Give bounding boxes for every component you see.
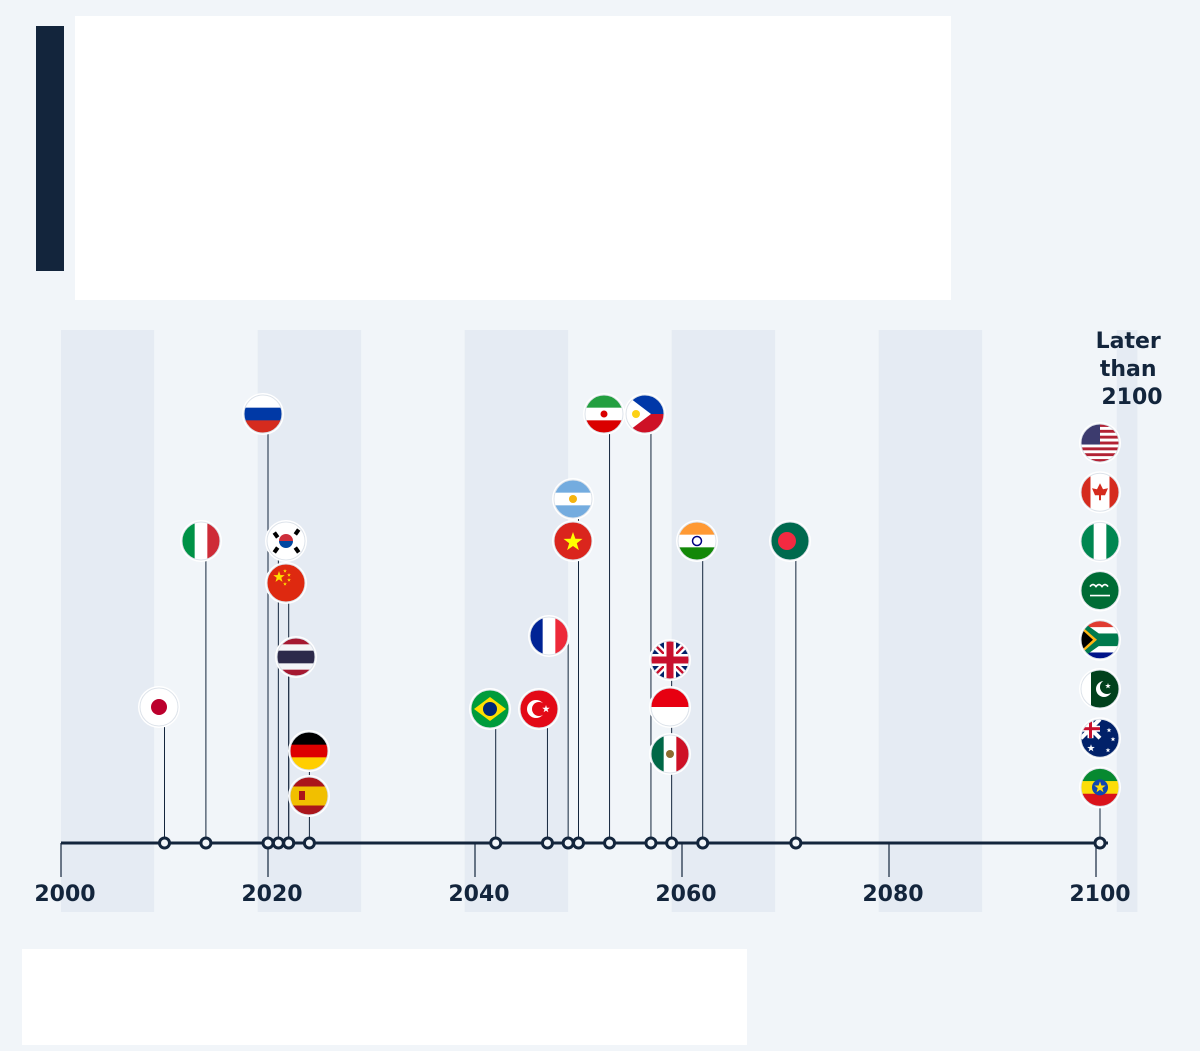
decade-band [1116,330,1138,912]
philippines-flag [624,393,666,435]
united-kingdom-flag [649,639,691,681]
south-korea-flag [265,520,307,562]
china-flag [265,562,307,604]
india-flag [676,520,718,562]
canada-flag [1079,471,1121,514]
timeline-marker [561,836,575,850]
timeline-axis: 2000 2020 2040 2060 2080 2100 [34,836,1131,907]
timeline-marker [789,836,803,850]
argentina-flag [552,478,594,520]
tick-label: 2080 [862,882,923,907]
tick-label: 2060 [655,882,716,907]
bangladesh-flag [769,520,811,562]
saudi-arabia-flag [1079,569,1121,612]
indonesia-flag [649,686,691,728]
japan-flag [138,686,180,728]
timeline-marker [696,836,710,850]
timeline-marker [158,836,171,850]
iran-flag [583,393,625,435]
decade-band [671,330,776,912]
turkey-flag [518,688,560,730]
mexico-flag [649,733,691,775]
timeline-marker [665,836,679,850]
tick-label: 2100 [1069,882,1130,907]
footer-panel [22,949,747,1045]
decade-band [61,330,155,912]
nigeria-flag [1079,520,1121,563]
later-than-2100-label: Later than 2100 [1096,329,1169,410]
timeline-marker [603,836,617,850]
vietnam-flag [552,520,594,562]
title-accent-bar [36,26,64,271]
later-label-line-1: Later [1096,329,1161,354]
timeline-marker [572,836,585,850]
timeline-marker [540,836,554,850]
brazil-flag [469,688,511,730]
title-panel [75,16,951,300]
spain-flag [288,775,330,817]
south-africa-flag [1079,618,1121,661]
tick-label: 2000 [34,882,95,907]
tick-label: 2040 [448,882,509,907]
france-flag [528,615,570,657]
timeline-marker [271,836,285,850]
pakistan-flag [1079,668,1121,710]
timeline-marker [282,836,296,850]
timeline-chart: 2000 2020 2040 2060 2080 2100 Later than 2100 [34,329,1169,912]
later-label-line-2: than [1100,357,1157,382]
thailand-flag [275,636,317,678]
russia-flag [242,393,284,435]
background-bands [61,330,1138,912]
flag-markers [138,393,1121,817]
timeline-marker [199,836,213,850]
timeline-marker [302,836,316,850]
italy-flag [180,520,222,562]
timeline-marker [1093,836,1107,850]
ethiopia-flag [1079,766,1121,809]
decade-band [878,330,983,912]
germany-flag [288,730,330,772]
australia-flag [1079,717,1121,760]
united-states-flag [1079,422,1121,464]
later-label-line-3: 2100 [1101,385,1162,410]
timeline-marker [489,836,503,850]
tick-label: 2020 [241,882,302,907]
timeline-marker [261,836,275,850]
timeline-marker [644,836,658,850]
